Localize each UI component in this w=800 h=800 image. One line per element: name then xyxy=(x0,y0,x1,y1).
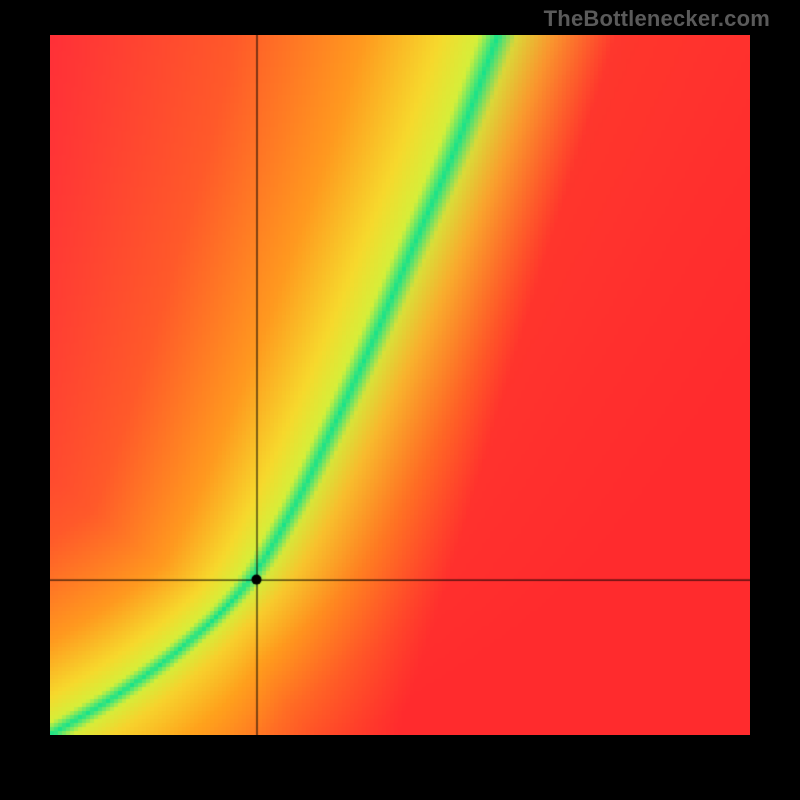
heatmap-plot-area xyxy=(50,35,750,735)
watermark-text: TheBottlenecker.com xyxy=(544,6,770,32)
heatmap-canvas xyxy=(50,35,750,735)
